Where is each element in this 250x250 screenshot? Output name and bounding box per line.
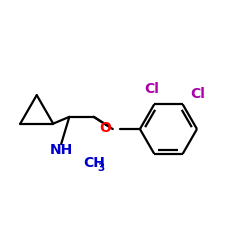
Text: Cl: Cl <box>144 82 159 96</box>
Text: CH: CH <box>83 156 105 170</box>
Text: 3: 3 <box>97 163 104 173</box>
Text: O: O <box>100 121 112 135</box>
Text: NH: NH <box>50 143 73 157</box>
Text: Cl: Cl <box>190 86 205 101</box>
